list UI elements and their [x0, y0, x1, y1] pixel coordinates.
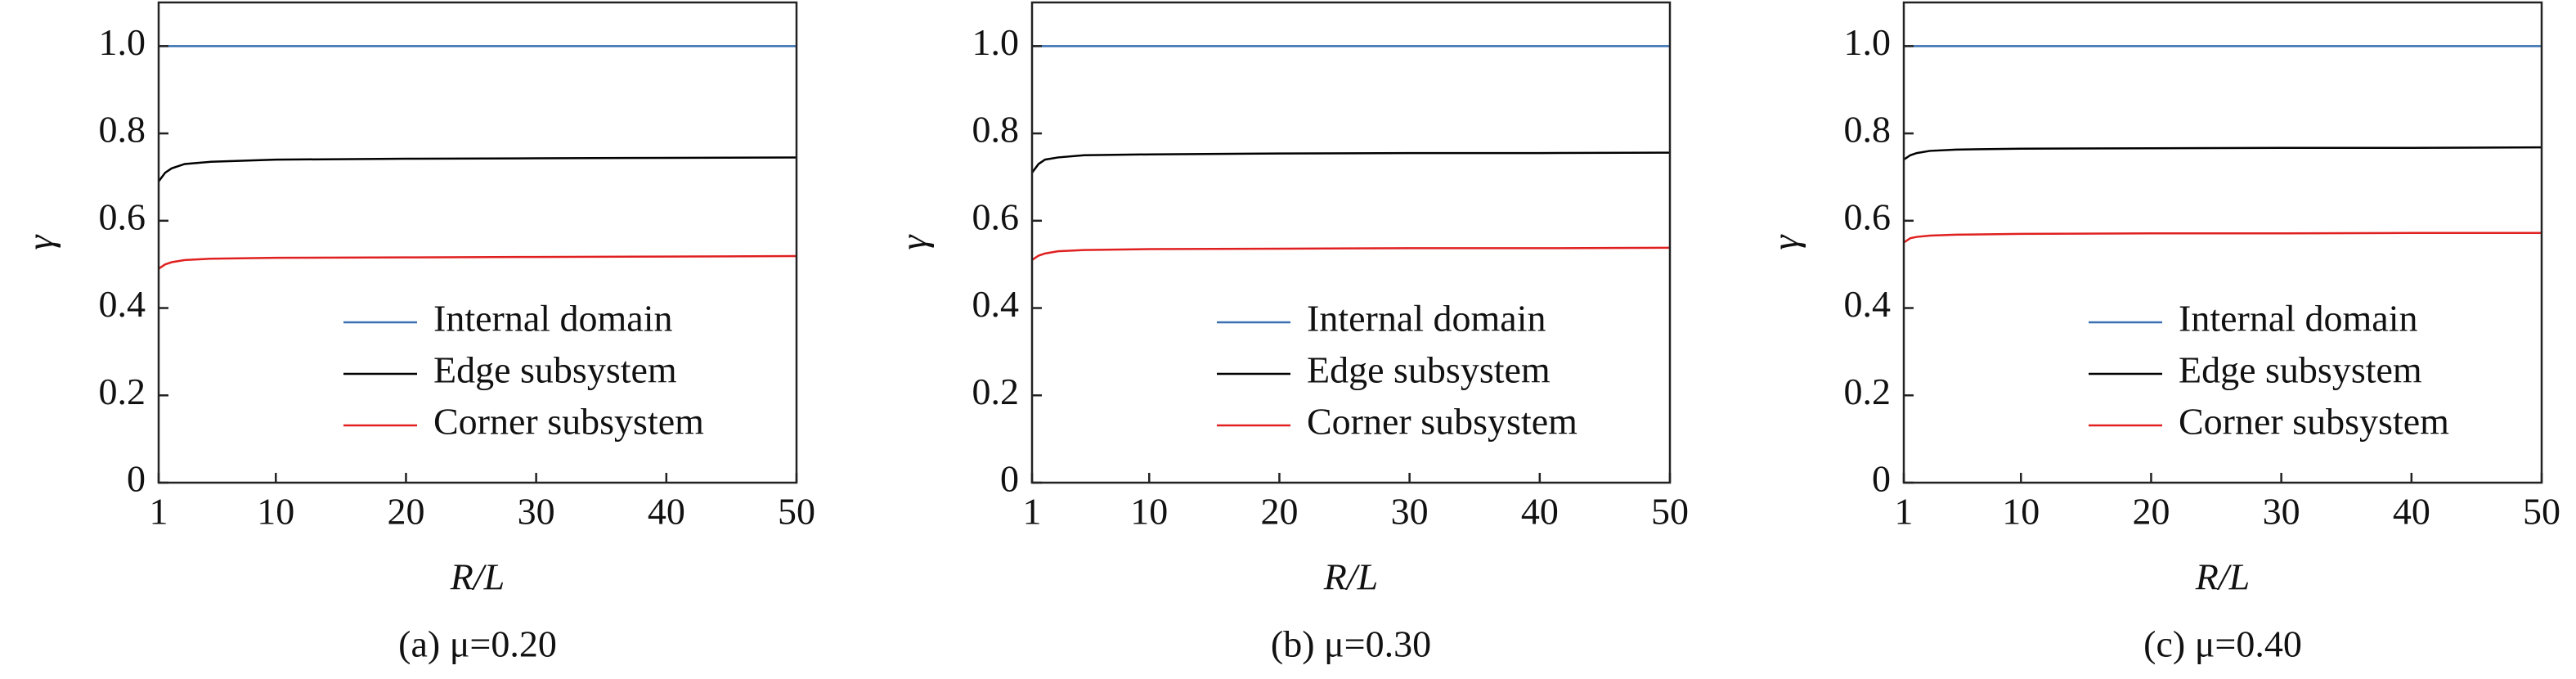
x-tick-label: 20 [2132, 491, 2170, 533]
y-axis-label: γ [20, 234, 61, 250]
x-tick-label: 40 [2393, 491, 2430, 533]
y-tick-label: 0.6 [99, 196, 146, 237]
x-tick-label: 1 [1023, 491, 1042, 533]
legend-label: Corner subsystem [1307, 401, 1577, 443]
x-axis-label: R/L [2195, 556, 2250, 598]
legend-label: Corner subsystem [433, 401, 704, 443]
x-tick-label: 10 [257, 491, 294, 533]
legend-label: Edge subsystem [1307, 349, 1551, 391]
y-tick-label: 1.0 [1844, 21, 1892, 63]
legend-label: Edge subsystem [433, 349, 677, 391]
caption: (a) μ=0.20 [398, 623, 557, 665]
legend-label: Internal domain [1307, 298, 1546, 340]
x-tick-label: 40 [1521, 491, 1559, 533]
legend-label: Internal domain [2179, 298, 2418, 340]
y-tick-label: 0 [1000, 458, 1019, 500]
y-tick-label: 0 [127, 458, 146, 500]
x-axis-label: R/L [450, 556, 505, 598]
y-tick-label: 0.4 [972, 283, 1020, 325]
y-tick-label: 0.2 [99, 371, 146, 412]
legend-label: Edge subsystem [2179, 349, 2422, 391]
legend-label: Corner subsystem [2179, 401, 2449, 443]
x-tick-label: 50 [778, 491, 815, 533]
y-tick-label: 0.2 [972, 371, 1020, 412]
y-tick-label: 0.6 [1844, 196, 1892, 237]
x-tick-label: 10 [1130, 491, 1168, 533]
series-line [1903, 232, 2542, 244]
x-tick-label: 40 [648, 491, 685, 533]
x-tick-label: 10 [2002, 491, 2040, 533]
plot-frame [1030, 1, 1672, 484]
y-tick-label: 0.8 [972, 109, 1020, 151]
x-tick-label: 30 [1391, 491, 1429, 533]
y-tick-label: 0.6 [972, 196, 1020, 237]
x-tick-label: 30 [518, 491, 555, 533]
series-line [157, 156, 797, 182]
y-tick-label: 0.4 [1844, 283, 1892, 325]
y-tick-label: 0.4 [99, 283, 146, 325]
x-tick-label: 20 [387, 491, 424, 533]
series-line [1030, 151, 1671, 173]
y-tick-label: 1.0 [99, 21, 146, 63]
y-tick-label: 0.2 [1844, 371, 1892, 412]
plot-frame [1902, 1, 2543, 484]
y-tick-label: 0 [1872, 458, 1891, 500]
plot-frame [157, 1, 798, 484]
y-tick-label: 0.8 [1844, 109, 1892, 151]
y-tick-label: 0.8 [99, 109, 146, 151]
x-tick-label: 20 [1260, 491, 1298, 533]
x-tick-label: 1 [150, 491, 168, 533]
x-tick-label: 30 [2263, 491, 2300, 533]
x-tick-label: 50 [2523, 491, 2560, 533]
series-line [1903, 146, 2542, 161]
y-axis-label: γ [1765, 234, 1806, 250]
series-line [158, 254, 797, 270]
x-tick-label: 50 [1651, 491, 1689, 533]
y-axis-label: γ [893, 234, 935, 250]
legend-label: Internal domain [433, 298, 673, 340]
x-tick-label: 1 [1895, 491, 1914, 533]
x-axis-label: R/L [1323, 556, 1378, 598]
y-tick-label: 1.0 [972, 21, 1020, 63]
caption: (b) μ=0.30 [1271, 623, 1431, 665]
series-line [1031, 246, 1671, 261]
caption: (c) μ=0.40 [2143, 623, 2302, 665]
